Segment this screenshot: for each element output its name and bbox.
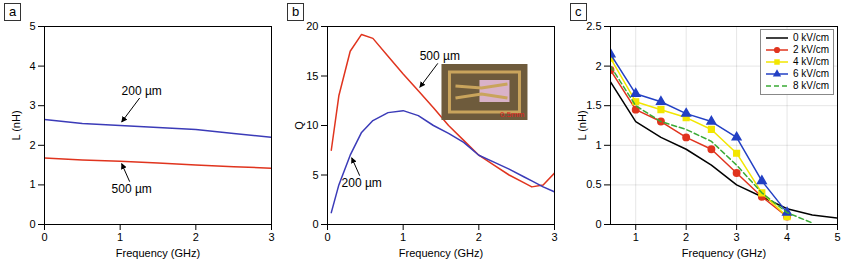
html-text:0 kV/cm: 0 kV/cm: [792, 32, 829, 43]
svg-text:L (nH): L (nH): [576, 110, 588, 140]
svg-text:200 µm: 200 µm: [122, 84, 162, 98]
svg-text:2: 2: [29, 139, 35, 151]
svg-text:5: 5: [29, 20, 35, 32]
svg-text:2.5: 2.5: [586, 20, 601, 32]
svg-text:Frequency (GHz): Frequency (GHz): [116, 247, 200, 259]
svg-text:1: 1: [400, 231, 406, 243]
svg-text:2: 2: [683, 231, 689, 243]
svg-text:0: 0: [324, 231, 330, 243]
svg-text:3: 3: [29, 99, 35, 111]
svg-text:500 µm: 500 µm: [112, 182, 152, 196]
svg-text:0: 0: [312, 218, 318, 230]
html-text:a: a: [9, 4, 17, 19]
svg-text:500 µm: 500 µm: [420, 49, 460, 63]
svg-text:3: 3: [551, 231, 557, 243]
svg-text:4: 4: [29, 60, 35, 72]
svg-text:0.5mm: 0.5mm: [500, 110, 525, 119]
svg-text:200 µm: 200 µm: [342, 176, 382, 190]
svg-text:10: 10: [306, 119, 318, 131]
svg-text:0.5: 0.5: [586, 178, 601, 190]
svg-text:0: 0: [29, 218, 35, 230]
svg-text:1.5: 1.5: [586, 99, 601, 111]
html-text:4 kV/cm: 4 kV/cm: [792, 56, 829, 67]
svg-text:5: 5: [312, 169, 318, 181]
svg-text:15: 15: [306, 70, 318, 82]
html-text:6 kV/cm: 6 kV/cm: [792, 68, 829, 79]
svg-text:3: 3: [734, 231, 740, 243]
svg-text:20: 20: [306, 20, 318, 32]
svg-text:3: 3: [268, 231, 274, 243]
svg-text:1: 1: [29, 178, 35, 190]
html-text:c: c: [575, 4, 582, 19]
svg-text:1: 1: [117, 231, 123, 243]
svg-text:1: 1: [595, 139, 601, 151]
svg-text:L (nH): L (nH): [10, 110, 22, 140]
html-text:2 kV/cm: 2 kV/cm: [792, 44, 829, 55]
svg-text:Frequency (GHz): Frequency (GHz): [682, 247, 766, 259]
svg-text:1: 1: [633, 231, 639, 243]
svg-text:0: 0: [595, 218, 601, 230]
svg-text:Frequency (GHz): Frequency (GHz): [399, 247, 483, 259]
svg-text:2: 2: [193, 231, 199, 243]
svg-text:2: 2: [476, 231, 482, 243]
svg-text:Q: Q: [293, 121, 305, 130]
html-text:b: b: [292, 4, 300, 19]
svg-text:0: 0: [41, 231, 47, 243]
svg-text:4: 4: [784, 231, 790, 243]
html-text:8 kV/cm: 8 kV/cm: [792, 80, 829, 91]
svg-text:5: 5: [834, 231, 840, 243]
svg-text:2: 2: [595, 60, 601, 72]
